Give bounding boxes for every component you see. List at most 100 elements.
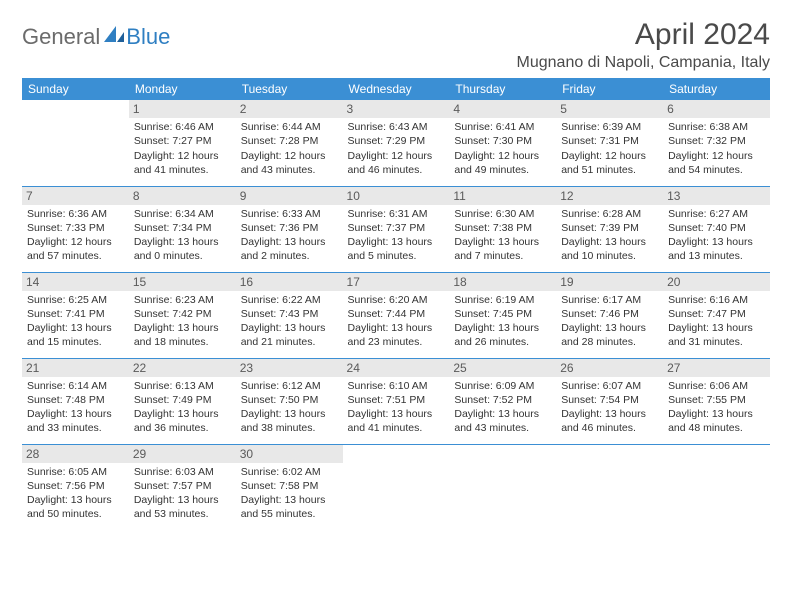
day-number: 16 bbox=[236, 273, 343, 291]
calendar-day-cell: 19Sunrise: 6:17 AMSunset: 7:46 PMDayligh… bbox=[556, 272, 663, 358]
daylight-text: Daylight: 13 hours and 26 minutes. bbox=[454, 321, 551, 349]
day-header: Monday bbox=[129, 78, 236, 100]
day-number: 15 bbox=[129, 273, 236, 291]
daylight-text: Daylight: 13 hours and 43 minutes. bbox=[454, 407, 551, 435]
calendar-week-row: 14Sunrise: 6:25 AMSunset: 7:41 PMDayligh… bbox=[22, 272, 770, 358]
sunrise-text: Sunrise: 6:19 AM bbox=[454, 293, 551, 307]
sunrise-text: Sunrise: 6:38 AM bbox=[668, 120, 765, 134]
sunset-text: Sunset: 7:40 PM bbox=[668, 221, 765, 235]
day-info: Sunrise: 6:23 AMSunset: 7:42 PMDaylight:… bbox=[133, 293, 232, 350]
day-number: 13 bbox=[663, 187, 770, 205]
calendar-day-cell: 29Sunrise: 6:03 AMSunset: 7:57 PMDayligh… bbox=[129, 444, 236, 530]
sunrise-text: Sunrise: 6:10 AM bbox=[348, 379, 445, 393]
day-info: Sunrise: 6:02 AMSunset: 7:58 PMDaylight:… bbox=[240, 465, 339, 522]
sunrise-text: Sunrise: 6:41 AM bbox=[454, 120, 551, 134]
daylight-text: Daylight: 13 hours and 41 minutes. bbox=[348, 407, 445, 435]
sunset-text: Sunset: 7:42 PM bbox=[134, 307, 231, 321]
calendar-day-cell: 18Sunrise: 6:19 AMSunset: 7:45 PMDayligh… bbox=[449, 272, 556, 358]
day-header: Thursday bbox=[449, 78, 556, 100]
sunset-text: Sunset: 7:37 PM bbox=[348, 221, 445, 235]
sunrise-text: Sunrise: 6:03 AM bbox=[134, 465, 231, 479]
sunrise-text: Sunrise: 6:36 AM bbox=[27, 207, 124, 221]
day-number: 22 bbox=[129, 359, 236, 377]
day-info: Sunrise: 6:20 AMSunset: 7:44 PMDaylight:… bbox=[347, 293, 446, 350]
calendar-day-cell bbox=[22, 100, 129, 186]
sunrise-text: Sunrise: 6:07 AM bbox=[561, 379, 658, 393]
sunset-text: Sunset: 7:58 PM bbox=[241, 479, 338, 493]
calendar-day-cell: 9 Sunrise: 6:33 AMSunset: 7:36 PMDaylight… bbox=[236, 186, 343, 272]
calendar-day-cell: 5Sunrise: 6:39 AMSunset: 7:31 PMDaylight… bbox=[556, 100, 663, 186]
daylight-text: Daylight: 13 hours and 13 minutes. bbox=[668, 235, 765, 263]
sunset-text: Sunset: 7:49 PM bbox=[134, 393, 231, 407]
daylight-text: Daylight: 13 hours and 31 minutes. bbox=[668, 321, 765, 349]
sunset-text: Sunset: 7:47 PM bbox=[668, 307, 765, 321]
daylight-text: Daylight: 13 hours and 0 minutes. bbox=[134, 235, 231, 263]
calendar-day-cell: 27Sunrise: 6:06 AMSunset: 7:55 PMDayligh… bbox=[663, 358, 770, 444]
sunrise-text: Sunrise: 6:22 AM bbox=[241, 293, 338, 307]
day-number: 26 bbox=[556, 359, 663, 377]
day-info: Sunrise: 6:38 AMSunset: 7:32 PMDaylight:… bbox=[667, 120, 766, 177]
sunrise-text: Sunrise: 6:25 AM bbox=[27, 293, 124, 307]
calendar-week-row: 1Sunrise: 6:46 AMSunset: 7:27 PMDaylight… bbox=[22, 100, 770, 186]
sunset-text: Sunset: 7:36 PM bbox=[241, 221, 338, 235]
logo: General Blue bbox=[22, 18, 170, 50]
sunset-text: Sunset: 7:28 PM bbox=[241, 134, 338, 148]
sunset-text: Sunset: 7:39 PM bbox=[561, 221, 658, 235]
day-number: 9 bbox=[236, 187, 343, 205]
sunset-text: Sunset: 7:51 PM bbox=[348, 393, 445, 407]
daylight-text: Daylight: 13 hours and 23 minutes. bbox=[348, 321, 445, 349]
day-number: 19 bbox=[556, 273, 663, 291]
calendar-day-cell: 20 Sunrise: 6:16 AMSunset: 7:47 PMDayligh… bbox=[663, 272, 770, 358]
calendar-week-row: 21Sunrise: 6:14 AMSunset: 7:48 PMDayligh… bbox=[22, 358, 770, 444]
day-info: Sunrise: 6:33 AMSunset: 7:36 PMDaylight:… bbox=[240, 207, 339, 264]
calendar-day-cell: 13 Sunrise: 6:27 AMSunset: 7:40 PMDayligh… bbox=[663, 186, 770, 272]
sunrise-text: Sunrise: 6:31 AM bbox=[348, 207, 445, 221]
day-info: Sunrise: 6:03 AMSunset: 7:57 PMDaylight:… bbox=[133, 465, 232, 522]
day-number: 18 bbox=[449, 273, 556, 291]
daylight-text: Daylight: 12 hours and 49 minutes. bbox=[454, 149, 551, 177]
logo-word-general: General bbox=[22, 24, 100, 50]
logo-word-blue: Blue bbox=[126, 24, 170, 50]
sunrise-text: Sunrise: 6:17 AM bbox=[561, 293, 658, 307]
calendar-day-cell bbox=[343, 444, 450, 530]
day-info: Sunrise: 6:39 AMSunset: 7:31 PMDaylight:… bbox=[560, 120, 659, 177]
sunrise-text: Sunrise: 6:43 AM bbox=[348, 120, 445, 134]
day-number: 20 bbox=[663, 273, 770, 291]
day-info: Sunrise: 6:06 AMSunset: 7:55 PMDaylight:… bbox=[667, 379, 766, 436]
daylight-text: Daylight: 12 hours and 51 minutes. bbox=[561, 149, 658, 177]
day-header: Wednesday bbox=[343, 78, 450, 100]
sunset-text: Sunset: 7:27 PM bbox=[134, 134, 231, 148]
sunrise-text: Sunrise: 6:33 AM bbox=[241, 207, 338, 221]
daylight-text: Daylight: 13 hours and 21 minutes. bbox=[241, 321, 338, 349]
day-number: 17 bbox=[343, 273, 450, 291]
sunrise-text: Sunrise: 6:23 AM bbox=[134, 293, 231, 307]
day-info: Sunrise: 6:46 AMSunset: 7:27 PMDaylight:… bbox=[133, 120, 232, 177]
calendar-day-cell bbox=[556, 444, 663, 530]
day-number: 30 bbox=[236, 445, 343, 463]
daylight-text: Daylight: 12 hours and 57 minutes. bbox=[27, 235, 124, 263]
day-info: Sunrise: 6:16 AMSunset: 7:47 PMDaylight:… bbox=[667, 293, 766, 350]
sunset-text: Sunset: 7:43 PM bbox=[241, 307, 338, 321]
day-info: Sunrise: 6:10 AMSunset: 7:51 PMDaylight:… bbox=[347, 379, 446, 436]
daylight-text: Daylight: 13 hours and 7 minutes. bbox=[454, 235, 551, 263]
calendar-day-cell: 24Sunrise: 6:10 AMSunset: 7:51 PMDayligh… bbox=[343, 358, 450, 444]
calendar-day-cell: 28Sunrise: 6:05 AMSunset: 7:56 PMDayligh… bbox=[22, 444, 129, 530]
daylight-text: Daylight: 13 hours and 38 minutes. bbox=[241, 407, 338, 435]
day-number: 10 bbox=[343, 187, 450, 205]
daylight-text: Daylight: 13 hours and 48 minutes. bbox=[668, 407, 765, 435]
day-info: Sunrise: 6:25 AMSunset: 7:41 PMDaylight:… bbox=[26, 293, 125, 350]
calendar-day-cell: 14Sunrise: 6:25 AMSunset: 7:41 PMDayligh… bbox=[22, 272, 129, 358]
calendar-day-cell: 11Sunrise: 6:30 AMSunset: 7:38 PMDayligh… bbox=[449, 186, 556, 272]
calendar-day-cell: 25Sunrise: 6:09 AMSunset: 7:52 PMDayligh… bbox=[449, 358, 556, 444]
header: General Blue April 2024 Mugnano di Napol… bbox=[22, 18, 770, 72]
day-info: Sunrise: 6:14 AMSunset: 7:48 PMDaylight:… bbox=[26, 379, 125, 436]
sunrise-text: Sunrise: 6:28 AM bbox=[561, 207, 658, 221]
calendar-week-row: 7Sunrise: 6:36 AMSunset: 7:33 PMDaylight… bbox=[22, 186, 770, 272]
calendar-day-cell: 8Sunrise: 6:34 AMSunset: 7:34 PMDaylight… bbox=[129, 186, 236, 272]
daylight-text: Daylight: 13 hours and 10 minutes. bbox=[561, 235, 658, 263]
day-info: Sunrise: 6:27 AMSunset: 7:40 PMDaylight:… bbox=[667, 207, 766, 264]
day-info: Sunrise: 6:28 AMSunset: 7:39 PMDaylight:… bbox=[560, 207, 659, 264]
daylight-text: Daylight: 13 hours and 46 minutes. bbox=[561, 407, 658, 435]
sunrise-text: Sunrise: 6:46 AM bbox=[134, 120, 231, 134]
day-header: Tuesday bbox=[236, 78, 343, 100]
